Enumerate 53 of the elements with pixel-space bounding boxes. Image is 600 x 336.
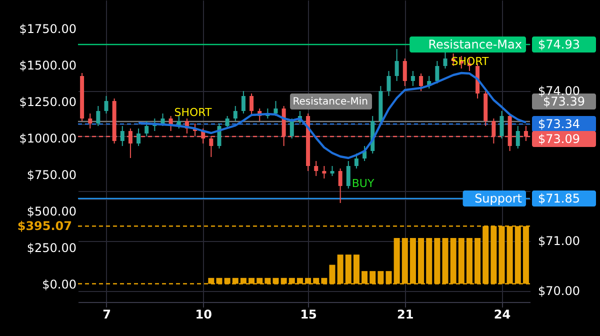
candlestick <box>500 110 504 139</box>
candlestick <box>104 96 108 114</box>
candlestick <box>402 58 407 86</box>
candlestick <box>233 106 238 122</box>
y-tick-label: $500.00 <box>26 204 76 218</box>
y-tick-label: $1750.00 <box>19 22 76 36</box>
candlestick <box>322 166 326 179</box>
y2-tick-label: $73.34 <box>538 117 580 131</box>
candlestick <box>225 116 230 129</box>
candlestick <box>241 90 246 114</box>
candlestick <box>330 166 334 176</box>
y-tick-label: $250.00 <box>26 240 76 255</box>
candlestick <box>443 50 448 69</box>
y2-tick-label: $73.09 <box>538 132 580 146</box>
candlestick <box>410 70 415 86</box>
ref-line-label: Support <box>474 192 522 206</box>
x-tick-label: 7 <box>102 308 111 322</box>
candlestick <box>346 160 350 189</box>
x-tick-label: 10 <box>195 308 212 322</box>
y2-tick-label: $74.93 <box>538 38 580 52</box>
candlestick <box>96 106 100 126</box>
candlestick <box>435 60 440 84</box>
y-tick-label: $1000.00 <box>19 131 76 146</box>
y-tick-label: $1250.00 <box>19 94 76 109</box>
candlestick <box>88 113 92 129</box>
x-tick-label: 24 <box>494 308 511 322</box>
candlestick <box>160 113 165 126</box>
candlestick <box>274 100 278 116</box>
candlestick <box>290 118 294 139</box>
ref-line-label: $395.07 <box>17 219 72 234</box>
y2-tick-label: $71.00 <box>538 234 580 248</box>
candlestick <box>386 70 391 96</box>
y2-tick-label: $71.85 <box>538 192 580 206</box>
y-tick-label: $0.00 <box>42 277 76 292</box>
candlestick <box>419 73 424 92</box>
candlestick <box>250 93 254 116</box>
annotation: BUY <box>352 177 374 190</box>
candlestick <box>144 120 149 136</box>
y2-tick-label: $70.00 <box>538 284 580 298</box>
candlestick <box>354 153 358 169</box>
candlestick <box>120 126 124 146</box>
candlestick <box>136 128 141 146</box>
candlestick <box>394 48 399 82</box>
x-tick-label: 15 <box>300 308 317 322</box>
ref-line-label: Resistance-Max <box>428 38 522 52</box>
annotation: SHORT <box>174 106 212 119</box>
candlestick <box>338 168 342 204</box>
y-tick-label: $750.00 <box>26 168 76 182</box>
ref-line-label: Resistance-Min <box>292 96 368 108</box>
candlestick <box>516 126 520 149</box>
y-tick-label: $1500.00 <box>19 58 76 72</box>
candlestick <box>314 160 318 176</box>
x-tick-label: 21 <box>397 308 414 322</box>
